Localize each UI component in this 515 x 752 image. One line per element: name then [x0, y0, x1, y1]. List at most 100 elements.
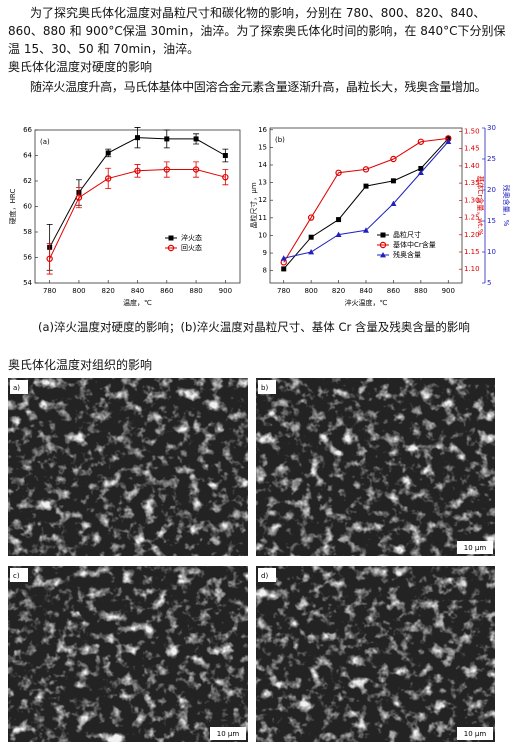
error-bar [163, 161, 170, 178]
y2-tick-label: 1.30 [464, 196, 480, 204]
marker [363, 227, 369, 233]
x-tick-label: 820 [332, 287, 345, 295]
scale-label: 10 μm [217, 730, 240, 738]
figure-label: d) [261, 572, 268, 580]
panel-label: (b) [275, 136, 285, 144]
marker [135, 135, 140, 141]
figure-label-box [10, 380, 28, 394]
y2-tick-label: 1.50 [464, 127, 480, 135]
marker [167, 244, 175, 252]
y3-axis-label: 残奥含量，% [502, 185, 511, 227]
marker [445, 138, 452, 145]
plot-frame [269, 127, 463, 284]
y-tick-label: 66 [23, 126, 32, 134]
marker [281, 266, 287, 272]
x-tick-label: 880 [189, 287, 202, 295]
marker [336, 217, 342, 223]
marker [168, 235, 174, 241]
y2-tick-label: 1.15 [464, 248, 480, 256]
y3-tick-label: 15 [487, 217, 496, 225]
marker [105, 175, 112, 182]
y-tick-label: 9 [263, 249, 267, 257]
y3-tick-label: 25 [487, 155, 496, 163]
y-tick-label: 15 [258, 143, 267, 151]
y-tick-label: 64 [23, 152, 32, 160]
paragraph: 为了探究奥氏体化温度对晶粒尺寸和碳化物的影响，分别在 780、800、820、8… [8, 6, 506, 56]
x-tick-label: 800 [72, 287, 85, 295]
y-tick-label: 56 [23, 254, 32, 262]
error-bar [134, 164, 141, 178]
y2-tick-label: 1.25 [464, 214, 480, 222]
marker [417, 138, 425, 145]
error-bar [222, 169, 229, 186]
marker [192, 166, 200, 173]
marker [379, 241, 387, 249]
scale-label: 10 μm [464, 544, 487, 552]
marker [222, 153, 228, 158]
x-tick-label: 900 [442, 287, 455, 295]
micrograph [8, 378, 248, 556]
x-tick-label: 800 [304, 287, 317, 295]
y-tick-label: 54 [23, 279, 32, 287]
series-line [49, 137, 226, 248]
figure-label-box [258, 380, 276, 394]
paragraph: 随淬火温度升高，马氏体基体中固溶合金元素含量逐渐升高，晶粒长大，残奥含量增加。 [30, 80, 487, 94]
y2-tick-label: 1.20 [464, 231, 480, 239]
marker [380, 232, 386, 238]
legend-label: 基体中Cr含量 [393, 240, 436, 249]
micrograph [256, 378, 495, 556]
micrograph [8, 566, 248, 742]
y2-tick-label: 1.45 [464, 145, 480, 153]
marker [417, 169, 424, 176]
legend-label: 回火态 [181, 243, 202, 252]
legend-label: 残奥含量 [393, 250, 421, 259]
marker [134, 167, 141, 174]
micrograph [256, 566, 495, 742]
y3-tick-label: 30 [487, 124, 496, 132]
y-tick-label: 12 [258, 196, 267, 204]
x-tick-label: 880 [414, 287, 427, 295]
error-bar [46, 243, 53, 275]
marker [193, 136, 199, 142]
plot-frame [34, 129, 241, 284]
y-tick-label: 58 [23, 228, 32, 236]
y-axis-label: 硬度，HRC [8, 189, 17, 225]
y2-tick-label: 1.35 [464, 179, 480, 187]
figure-label-box [10, 568, 28, 582]
marker [418, 166, 424, 172]
marker [380, 252, 386, 258]
x-tick-label: 820 [102, 287, 115, 295]
x-tick-label: 860 [387, 287, 400, 295]
y-tick-label: 14 [258, 161, 267, 169]
marker [362, 166, 370, 173]
marker [46, 255, 53, 262]
x-tick-label: 840 [131, 287, 144, 295]
figure-label-box [258, 568, 276, 582]
scale-box [210, 727, 246, 740]
marker [308, 249, 315, 255]
y3-tick-label: 10 [487, 248, 496, 256]
x-tick-label: 780 [43, 287, 56, 295]
scale-box [457, 541, 493, 554]
y-tick-label: 62 [23, 177, 32, 185]
marker [363, 183, 369, 189]
marker [335, 169, 342, 176]
figure-label: a) [13, 384, 20, 392]
y3-tick-label: 20 [487, 186, 496, 194]
figure-label: c) [13, 572, 20, 580]
x-tick-label: 780 [277, 287, 290, 295]
x-axis-label: 温度，℃ [123, 298, 152, 307]
scale-box [457, 727, 493, 740]
panel-label: (a) [40, 138, 50, 146]
y2-axis-label: 基体Cr含量，wt.% [476, 175, 485, 235]
marker [280, 255, 287, 261]
marker [307, 214, 315, 221]
y-tick-label: 10 [258, 231, 267, 239]
heading: 奥氏体化温度对组织的影响 [8, 358, 153, 372]
x-tick-label: 840 [359, 287, 372, 295]
marker [105, 150, 111, 156]
marker [308, 234, 314, 240]
y-tick-label: 11 [258, 214, 267, 222]
